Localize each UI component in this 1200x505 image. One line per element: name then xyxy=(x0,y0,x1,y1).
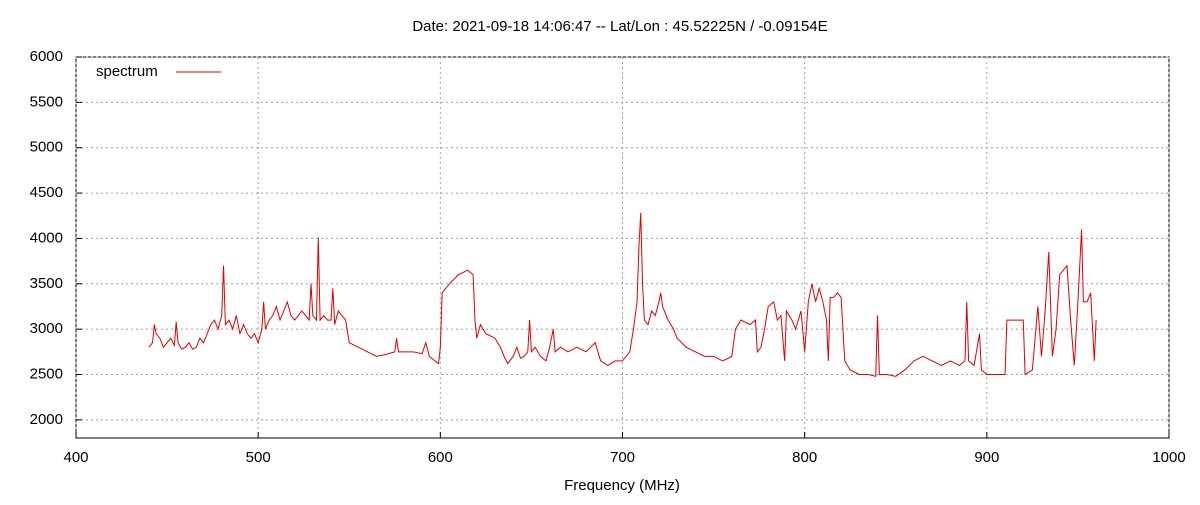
x-tick-label: 500 xyxy=(246,449,271,466)
x-tick-label: 600 xyxy=(428,449,453,466)
x-tick-label: 800 xyxy=(792,449,817,466)
x-tick-label: 900 xyxy=(974,449,999,466)
y-tick-label: 4000 xyxy=(30,229,63,246)
y-tick-label: 2000 xyxy=(30,411,63,428)
x-tick-label: 400 xyxy=(63,449,88,466)
chart-title: Date: 2021-09-18 14:06:47 -- Lat/Lon : 4… xyxy=(412,18,827,35)
x-axis-label: Frequency (MHz) xyxy=(564,477,680,494)
y-tick-label: 6000 xyxy=(30,48,63,65)
y-tick-label: 4500 xyxy=(30,184,63,201)
series-line xyxy=(148,213,1097,377)
legend-label: spectrum xyxy=(96,63,158,80)
y-tick-label: 5000 xyxy=(30,139,63,156)
y-tick-label: 3500 xyxy=(30,275,63,292)
y-tick-label: 2500 xyxy=(30,365,63,382)
y-tick-label: 3000 xyxy=(30,320,63,337)
y-tick-label: 5500 xyxy=(30,93,63,110)
x-tick-label: 700 xyxy=(610,449,635,466)
x-tick-label: 1000 xyxy=(1152,449,1185,466)
